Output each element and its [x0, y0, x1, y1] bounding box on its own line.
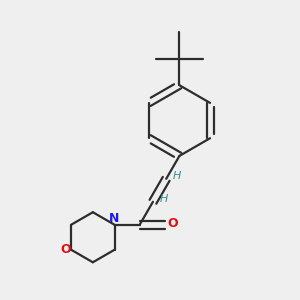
Text: H: H	[160, 194, 168, 204]
Text: O: O	[167, 217, 178, 230]
Text: N: N	[109, 212, 120, 225]
Text: H: H	[172, 171, 181, 181]
Text: O: O	[60, 243, 70, 256]
